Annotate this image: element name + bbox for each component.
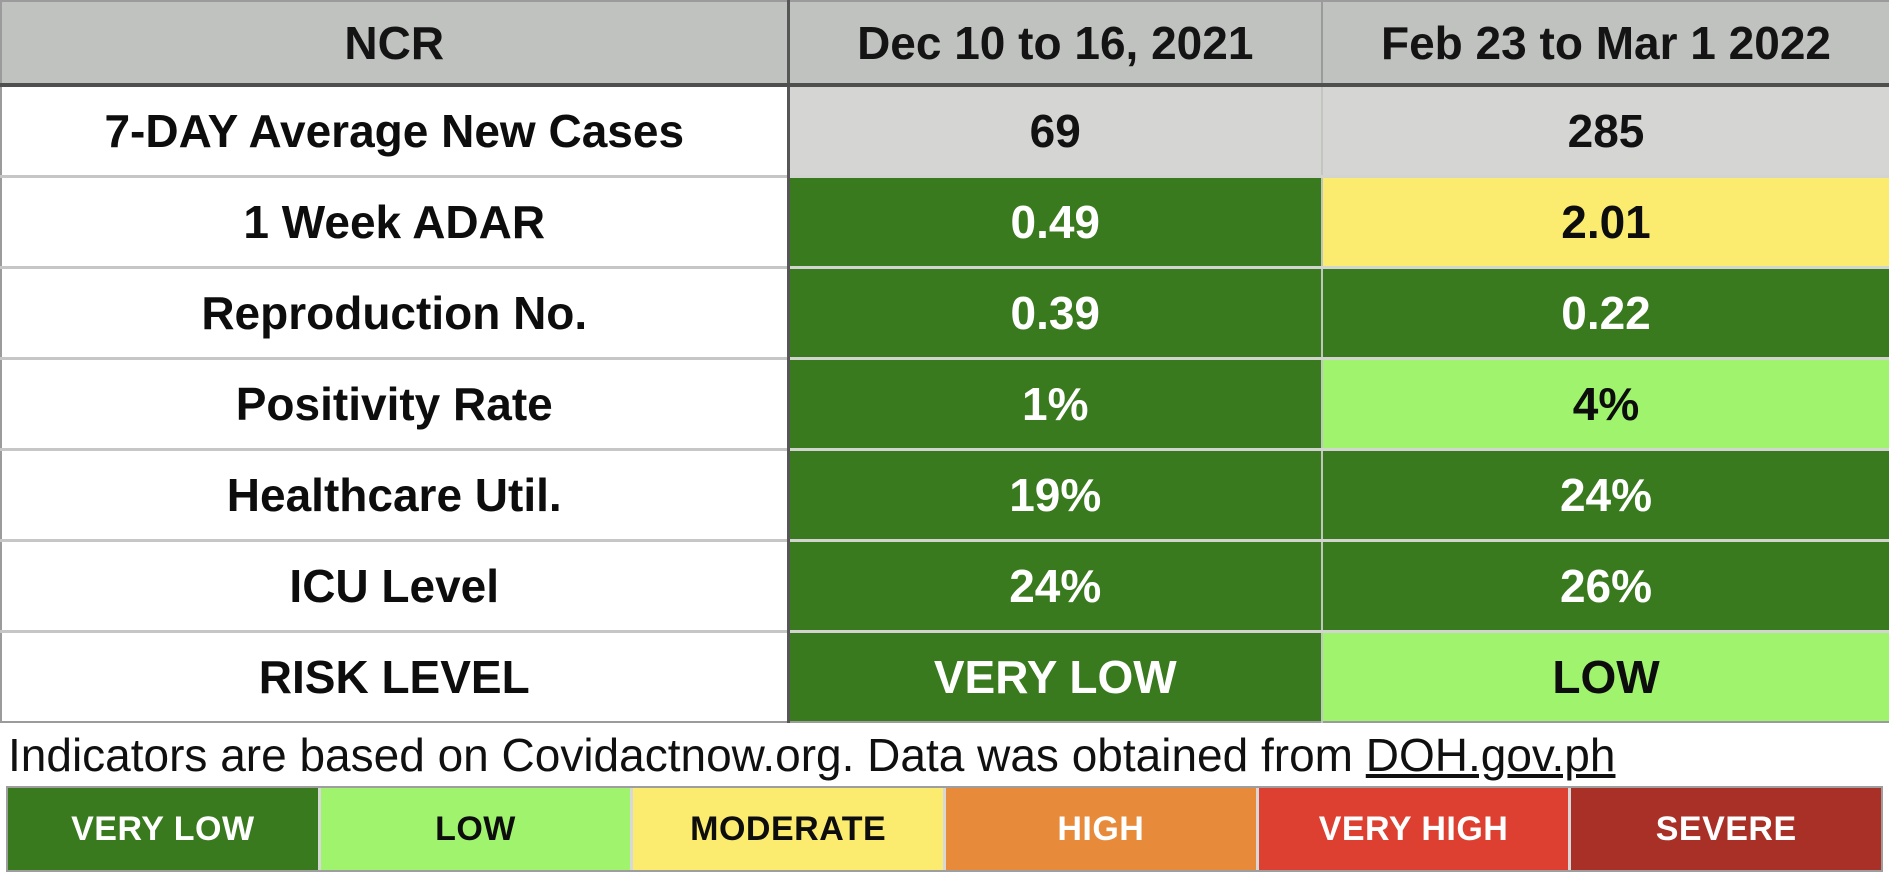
- row-label: 1 Week ADAR: [1, 174, 790, 267]
- source-note-text: Indicators are based on Covidactnow.org.…: [8, 728, 1366, 781]
- value-cell: 2.01: [1321, 174, 1889, 267]
- value-cell: 0.22: [1321, 265, 1889, 358]
- table-row-risk-level: RISK LEVEL VERY LOW LOW: [1, 629, 1889, 722]
- legend-high: HIGH: [943, 788, 1256, 870]
- table-row-icu: ICU Level 24% 26%: [1, 538, 1889, 631]
- value-cell: 4%: [1321, 356, 1889, 449]
- value-cell: LOW: [1321, 629, 1889, 722]
- legend-moderate: MODERATE: [630, 788, 944, 870]
- table-header-row: NCR Dec 10 to 16, 2021 Feb 23 to Mar 1 2…: [1, 1, 1889, 87]
- row-label: 7-DAY Average New Cases: [1, 83, 790, 176]
- legend-very-high: VERY HIGH: [1255, 788, 1569, 870]
- doh-link[interactable]: DOH.gov.ph: [1365, 728, 1616, 781]
- value-cell: 26%: [1321, 538, 1889, 631]
- header-period-feb: Feb 23 to Mar 1 2022: [1321, 1, 1889, 87]
- legend-very-low: VERY LOW: [8, 788, 318, 870]
- table-row-new-cases: 7-DAY Average New Cases 69 285: [1, 83, 1889, 176]
- value-cell: 0.39: [788, 265, 1322, 358]
- row-label: ICU Level: [1, 538, 790, 631]
- table-row-reproduction: Reproduction No. 0.39 0.22: [1, 265, 1889, 358]
- value-cell: 285: [1321, 83, 1889, 176]
- risk-level-legend: VERY LOW LOW MODERATE HIGH VERY HIGH SEV…: [6, 786, 1883, 872]
- header-region-ncr: NCR: [1, 1, 790, 87]
- row-label: Positivity Rate: [1, 356, 790, 449]
- value-cell: 19%: [788, 447, 1322, 540]
- table-row-adar: 1 Week ADAR 0.49 2.01: [1, 174, 1889, 267]
- value-cell: 24%: [788, 538, 1322, 631]
- table-row-positivity: Positivity Rate 1% 4%: [1, 356, 1889, 449]
- value-cell: 1%: [788, 356, 1322, 449]
- value-cell: 24%: [1321, 447, 1889, 540]
- legend-low: LOW: [317, 788, 631, 870]
- value-cell: 0.49: [788, 174, 1322, 267]
- legend-severe: SEVERE: [1568, 788, 1882, 870]
- row-label: Healthcare Util.: [1, 447, 790, 540]
- header-period-dec: Dec 10 to 16, 2021: [788, 1, 1322, 87]
- indicator-table: NCR Dec 10 to 16, 2021 Feb 23 to Mar 1 2…: [0, 0, 1889, 723]
- row-label: Reproduction No.: [1, 265, 790, 358]
- value-cell: 69: [788, 83, 1322, 176]
- value-cell: VERY LOW: [788, 629, 1322, 722]
- table-row-healthcare: Healthcare Util. 19% 24%: [1, 447, 1889, 540]
- source-note: Indicators are based on Covidactnow.org.…: [0, 723, 1889, 786]
- row-label: RISK LEVEL: [1, 629, 790, 722]
